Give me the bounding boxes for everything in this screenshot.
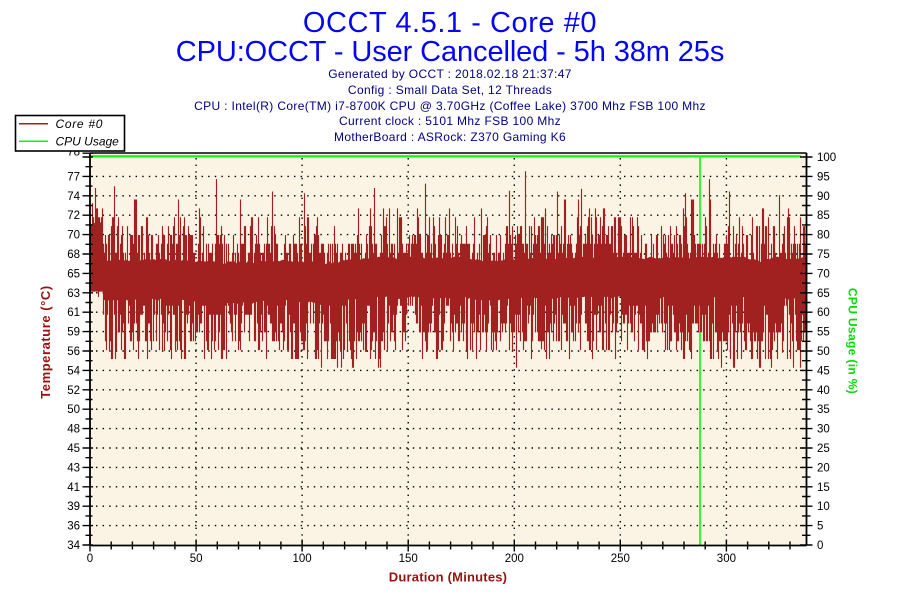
svg-text:50: 50 (190, 553, 203, 565)
svg-text:Temperature (°C): Temperature (°C) (38, 285, 53, 398)
svg-text:40: 40 (817, 385, 830, 397)
svg-text:30: 30 (817, 424, 830, 436)
svg-text:Duration (Minutes): Duration (Minutes) (389, 570, 507, 585)
svg-text:300: 300 (717, 553, 736, 565)
svg-text:65: 65 (817, 288, 830, 300)
svg-text:0: 0 (817, 540, 823, 552)
svg-text:39: 39 (67, 501, 80, 513)
svg-text:61: 61 (67, 307, 80, 319)
svg-text:100: 100 (817, 152, 836, 164)
svg-text:54: 54 (67, 365, 80, 377)
svg-text:90: 90 (817, 191, 830, 203)
svg-text:41: 41 (67, 482, 80, 494)
svg-text:77: 77 (67, 171, 80, 183)
svg-text:48: 48 (67, 424, 80, 436)
svg-text:50: 50 (817, 346, 830, 358)
svg-text:75: 75 (817, 249, 830, 261)
svg-text:52: 52 (67, 385, 80, 397)
svg-text:CPU Usage (in %): CPU Usage (in %) (846, 288, 860, 394)
svg-text:65: 65 (67, 268, 80, 280)
svg-text:72: 72 (67, 210, 80, 222)
svg-text:35: 35 (817, 404, 830, 416)
svg-text:5: 5 (817, 521, 823, 533)
svg-text:63: 63 (67, 288, 80, 300)
svg-text:56: 56 (67, 346, 80, 358)
svg-text:0: 0 (87, 553, 93, 565)
svg-text:100: 100 (293, 553, 312, 565)
svg-text:45: 45 (67, 443, 80, 455)
svg-text:95: 95 (817, 171, 830, 183)
svg-text:70: 70 (817, 268, 830, 280)
svg-text:59: 59 (67, 327, 80, 339)
svg-text:70: 70 (67, 230, 80, 242)
svg-text:36: 36 (67, 521, 80, 533)
svg-text:68: 68 (67, 249, 80, 261)
svg-text:74: 74 (67, 191, 80, 203)
svg-text:50: 50 (67, 404, 80, 416)
svg-text:CPU Usage: CPU Usage (56, 135, 120, 149)
svg-text:150: 150 (399, 553, 418, 565)
svg-text:200: 200 (505, 553, 524, 565)
svg-text:250: 250 (611, 553, 630, 565)
svg-text:20: 20 (817, 462, 830, 474)
svg-text:34: 34 (67, 540, 80, 552)
svg-text:45: 45 (817, 365, 830, 377)
svg-text:55: 55 (817, 327, 830, 339)
svg-text:60: 60 (817, 307, 830, 319)
svg-text:25: 25 (817, 443, 830, 455)
svg-text:85: 85 (817, 210, 830, 222)
svg-text:43: 43 (67, 462, 80, 474)
svg-text:15: 15 (817, 482, 830, 494)
svg-text:Core #0: Core #0 (56, 117, 104, 131)
svg-text:80: 80 (817, 230, 830, 242)
svg-text:10: 10 (817, 501, 830, 513)
